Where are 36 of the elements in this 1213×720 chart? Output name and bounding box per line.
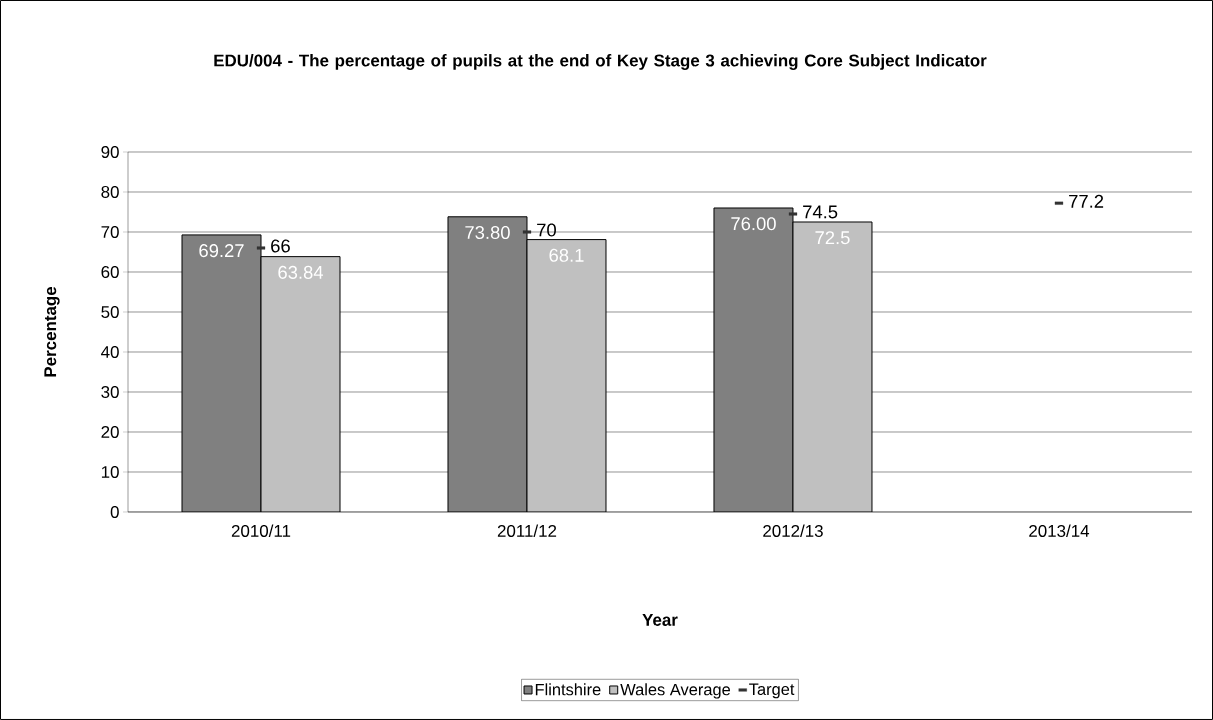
bar: [181, 234, 262, 512]
y-tick-label: 50: [101, 305, 119, 318]
bar: [447, 216, 528, 512]
x-tick-label: 2011/12: [497, 524, 557, 537]
data-label: 68.1: [549, 248, 584, 262]
y-axis-title: Percentage: [44, 286, 60, 377]
data-label: 76.00: [731, 217, 776, 231]
y-tick-label: 70: [101, 225, 119, 238]
data-label: 73.80: [465, 225, 510, 240]
chart-title: EDU/004 - The percentage of pupils at the end of Key Stage 3 achieving Core Subject Indicator: [214, 54, 987, 70]
y-tick-label: 80: [101, 185, 119, 198]
bar: [713, 207, 794, 512]
y-tick-label: 60: [101, 265, 119, 278]
data-label: 63.84: [278, 265, 324, 279]
data-label: 77.2: [1069, 194, 1104, 208]
x-tick-label: 2013/14: [1029, 524, 1090, 537]
y-tick-label: 90: [101, 145, 119, 158]
y-tick-label: 30: [101, 385, 119, 398]
data-label: 72.5: [815, 231, 850, 245]
x-axis-title: Year: [642, 614, 678, 626]
y-tick-label: 20: [101, 425, 119, 438]
y-tick-label: 0: [110, 505, 119, 518]
bar: [792, 221, 873, 512]
x-tick-label: 2010/11: [231, 524, 291, 537]
data-label: 74.5: [803, 205, 838, 219]
y-tick-label: 10: [101, 465, 119, 478]
x-tick-label: 2012/13: [763, 524, 823, 537]
data-label: 66: [271, 239, 290, 253]
data-label: 69.27: [199, 244, 244, 258]
data-label: 70: [537, 223, 556, 237]
bar: [260, 256, 341, 512]
legend-label: Flintshire: [535, 683, 601, 696]
legend-label: Target: [749, 683, 795, 699]
legend-label: Wales Average: [620, 683, 731, 699]
y-tick-label: 40: [101, 345, 119, 358]
bar: [526, 239, 607, 512]
